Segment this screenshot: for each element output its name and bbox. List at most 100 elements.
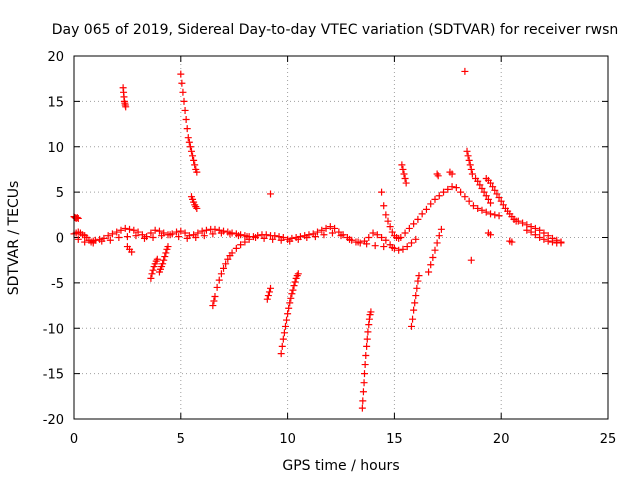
data-point (288, 290, 296, 298)
y-tick-label: 20 (47, 50, 64, 65)
data-point (401, 229, 409, 237)
data-point (482, 208, 490, 216)
data-point (401, 175, 409, 183)
data-point (117, 226, 125, 234)
data-point (466, 161, 474, 169)
data-point (331, 224, 339, 232)
data-point (422, 205, 430, 213)
y-tick-label: 5 (56, 186, 64, 201)
data-point (294, 270, 302, 278)
data-point (294, 235, 302, 243)
data-point (412, 235, 420, 243)
data-point (427, 200, 435, 208)
data-point (467, 256, 475, 264)
data-point (166, 231, 174, 239)
data-point (548, 238, 556, 246)
data-point (155, 227, 163, 235)
data-point (286, 237, 294, 245)
data-point (140, 234, 148, 242)
data-point (469, 202, 477, 210)
data-point (487, 179, 495, 187)
data-point (289, 286, 297, 294)
data-point (395, 246, 403, 254)
x-tick-label: 25 (600, 432, 617, 447)
data-point (217, 270, 225, 278)
data-point (444, 185, 452, 193)
data-point (465, 197, 473, 205)
data-point (429, 253, 437, 261)
data-point (328, 229, 336, 237)
series-baseline-lower (74, 229, 396, 251)
data-point (277, 350, 285, 358)
data-point (536, 234, 544, 241)
data-point (399, 245, 407, 253)
data-point (364, 328, 372, 336)
data-point (74, 235, 82, 243)
data-point (465, 156, 473, 164)
y-tick-label: -15 (43, 368, 64, 383)
data-point (149, 266, 157, 274)
data-point (74, 214, 82, 222)
data-point (493, 190, 501, 198)
data-point (232, 244, 240, 252)
data-point (281, 322, 289, 330)
x-axis-label: GPS time / hours (282, 458, 399, 474)
data-point (527, 228, 535, 236)
data-point (194, 229, 202, 237)
data-point (202, 226, 210, 234)
data-point (147, 229, 155, 237)
data-point (412, 292, 420, 300)
data-point (540, 229, 548, 237)
data-point (209, 230, 217, 238)
data-point (286, 299, 294, 307)
data-point (190, 156, 198, 164)
data-point (397, 234, 405, 241)
data-point (193, 168, 201, 176)
data-point (382, 211, 390, 219)
data-point (378, 234, 386, 241)
data-point (178, 79, 186, 87)
data-point (468, 170, 476, 178)
data-point (359, 397, 367, 405)
data-points (70, 67, 565, 412)
data-point (122, 103, 130, 111)
data-point (241, 238, 249, 246)
data-point (277, 236, 285, 244)
data-point (191, 161, 199, 169)
data-point (380, 243, 388, 251)
data-point (148, 270, 156, 278)
series-dip-4.1 (155, 243, 172, 276)
y-tick-label: 0 (56, 232, 64, 247)
data-point (358, 404, 366, 412)
data-point (279, 335, 287, 343)
data-point (380, 202, 388, 210)
data-point (418, 210, 426, 218)
data-point (180, 97, 188, 105)
data-point (303, 234, 311, 241)
series-spike-2.3 (119, 84, 130, 111)
y-tick-label: 10 (47, 141, 64, 156)
data-point (467, 165, 475, 173)
data-point (260, 234, 268, 242)
series-point-18.6 (467, 256, 475, 264)
data-point (497, 197, 505, 205)
x-tick-label: 15 (386, 432, 403, 447)
y-tick-label: -20 (43, 413, 64, 428)
data-point (435, 192, 443, 200)
series-point-17 (433, 170, 442, 180)
data-point (252, 234, 260, 241)
data-point (98, 237, 106, 245)
data-point (365, 321, 373, 329)
data-point (354, 238, 362, 246)
data-point (427, 261, 435, 269)
chart-title: Day 065 of 2019, Sidereal Day-to-day VTE… (52, 22, 619, 38)
data-point (222, 260, 230, 268)
data-point (147, 274, 155, 282)
data-point (193, 204, 201, 212)
series-point-18 (446, 168, 456, 178)
data-point (487, 199, 495, 207)
data-point (160, 256, 168, 264)
data-point (284, 310, 292, 318)
data-point (335, 228, 343, 236)
data-point (386, 223, 394, 231)
